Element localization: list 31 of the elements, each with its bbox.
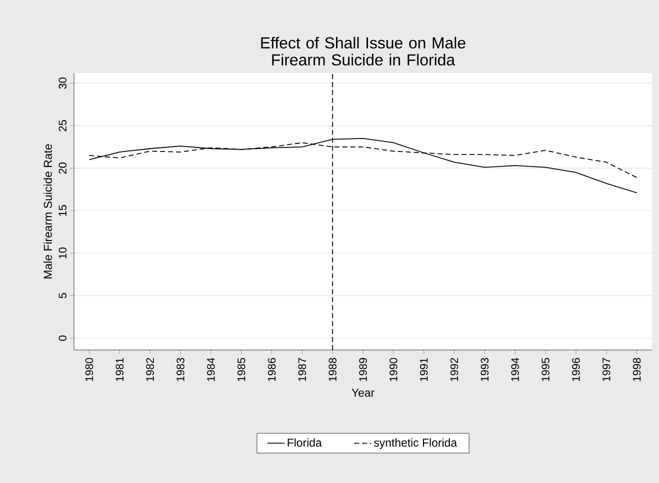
x-tick-label: 1992: [450, 358, 458, 382]
x-tick-label: 1998: [632, 358, 641, 382]
y-tick-label: 5: [58, 293, 67, 298]
x-axis-title: Year: [352, 388, 374, 397]
y-tick-label: 10: [58, 247, 67, 258]
x-tick-label: 1994: [511, 358, 519, 382]
legend-label: synthetic Florida: [374, 438, 458, 449]
x-tick-label: 1996: [572, 358, 580, 382]
y-tick-label: 20: [58, 162, 67, 174]
x-tick-label: 1984: [207, 358, 215, 382]
y-tick-label: 30: [58, 78, 67, 89]
x-tick-label: 1990: [390, 358, 398, 382]
x-tick-label: 1980: [85, 358, 94, 382]
x-tick-label: 1989: [359, 358, 367, 382]
y-tick-label: 15: [58, 205, 67, 216]
x-tick-label: 1988: [328, 358, 336, 382]
x-tick-label: 1985: [237, 358, 246, 382]
x-tick-label: 1981: [116, 358, 124, 382]
x-tick-label: 1993: [480, 358, 489, 382]
x-tick-label: 1991: [420, 358, 428, 382]
x-tick-label: 1983: [176, 358, 184, 382]
legend-label: Florida: [288, 438, 322, 447]
x-tick-label: 1995: [542, 358, 550, 382]
x-tick-label: 1997: [602, 358, 610, 382]
y-axis-title: Male Firearm Suicide Rate: [43, 144, 52, 278]
y-tick-label: 0: [58, 335, 67, 341]
x-tick-label: 1987: [298, 358, 306, 382]
y-tick-label: 25: [58, 120, 67, 132]
x-tick-label: 1982: [146, 358, 154, 382]
x-tick-label: 1986: [268, 358, 276, 382]
chart-title: Effect of Shall Issue on Male Firearm Suicide in Florida: [261, 36, 466, 66]
